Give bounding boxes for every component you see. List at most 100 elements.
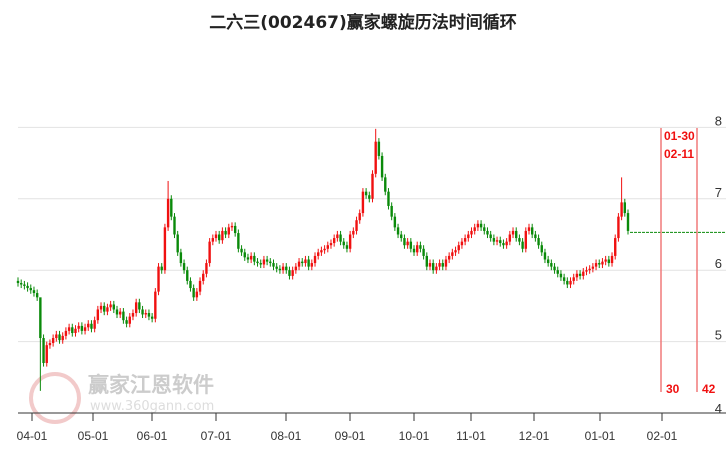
candle-body (304, 259, 307, 264)
candle-body (534, 234, 537, 239)
candle-body (112, 304, 116, 310)
candle-body (138, 302, 141, 310)
candle-body (400, 234, 403, 239)
candle-body (122, 311, 125, 321)
candle-body (278, 268, 282, 271)
candle-body (377, 141, 381, 156)
candle-body (508, 234, 512, 242)
candle-body (189, 280, 192, 289)
candle-body (45, 345, 48, 364)
candle-body (256, 261, 259, 264)
candle-body (182, 263, 186, 271)
watermark-name: 赢家江恩软件 (88, 373, 214, 397)
candle-body (74, 328, 77, 334)
candle-body (463, 238, 467, 242)
candle-body (585, 270, 588, 272)
candle-body (441, 263, 444, 267)
candle-body (339, 234, 342, 242)
candle-body (326, 245, 329, 249)
candle-body (26, 285, 29, 289)
candle-body (550, 263, 553, 267)
candle-body (233, 225, 237, 234)
candle-body (345, 245, 349, 249)
candle-body (48, 343, 52, 346)
candle-body (170, 198, 173, 217)
cycle-date-label: 01-30 (664, 129, 695, 143)
candle-body (227, 227, 230, 235)
candle-body (288, 270, 291, 276)
candle-body (297, 261, 301, 267)
candle-body (562, 277, 566, 281)
candle-body (19, 283, 23, 285)
candle-body (352, 230, 355, 235)
candle-body (447, 255, 451, 260)
candle-body (505, 241, 508, 246)
candle-body (269, 261, 272, 264)
candle-body (502, 243, 505, 246)
candle-body (106, 307, 109, 312)
candle-body (428, 263, 432, 267)
candle-body (198, 280, 202, 292)
candle-body (253, 255, 256, 262)
candle-body (67, 327, 71, 331)
x-tick-label: 07-01 (201, 429, 232, 443)
candle-body (195, 291, 199, 298)
candle-body (540, 245, 543, 253)
candle-body (578, 273, 582, 276)
candle-body (594, 263, 598, 267)
y-tick-label: 6 (715, 256, 722, 271)
candle-body (166, 198, 170, 228)
candle-body (387, 191, 390, 206)
candle-body (310, 263, 314, 267)
x-tick-label: 10-01 (399, 429, 430, 443)
candle-body (543, 252, 547, 260)
x-tick-label: 06-01 (137, 429, 168, 443)
candle-body (521, 241, 524, 249)
candle-body (240, 248, 243, 253)
x-tick-label: 04-01 (17, 429, 48, 443)
candle-body (355, 220, 358, 231)
candle-body (218, 234, 221, 241)
candle-body (96, 309, 100, 321)
watermark: 赢家江恩软件 www.360gann.com (29, 372, 214, 424)
candle-body (115, 309, 119, 315)
candle-body (384, 177, 387, 192)
candle-body (246, 257, 250, 260)
candle-body (435, 266, 438, 271)
candle-body (58, 334, 61, 341)
candle-body (262, 259, 266, 265)
candle-body (454, 250, 457, 253)
candle-body (556, 270, 559, 274)
x-tick-label: 12-01 (519, 429, 550, 443)
candle-body (336, 234, 339, 239)
candle-body (272, 263, 275, 267)
candle-body (610, 255, 614, 264)
candle-body (160, 266, 163, 271)
candle-body (559, 273, 563, 278)
candle-body (492, 238, 496, 242)
candle-body (294, 266, 298, 271)
candle-body (214, 234, 218, 239)
candle-body (150, 316, 154, 319)
candle-body (80, 325, 84, 331)
candle-body (470, 230, 473, 235)
candle-body (323, 248, 326, 251)
candle-body (125, 320, 128, 324)
candle-body (237, 233, 240, 249)
candle-body (348, 234, 352, 249)
candle-body (202, 273, 205, 281)
candle-body (64, 330, 68, 336)
cycle-date-label: 02-11 (664, 147, 694, 161)
candle-body (380, 155, 384, 178)
candle-body (403, 238, 406, 246)
candle-body (249, 255, 253, 260)
candle-body (451, 252, 454, 256)
candle-body (23, 284, 26, 286)
candle-body (32, 290, 36, 294)
candle-body (186, 270, 189, 281)
candle-body (275, 266, 278, 269)
candle-body (626, 213, 630, 231)
candle-body (623, 202, 627, 214)
